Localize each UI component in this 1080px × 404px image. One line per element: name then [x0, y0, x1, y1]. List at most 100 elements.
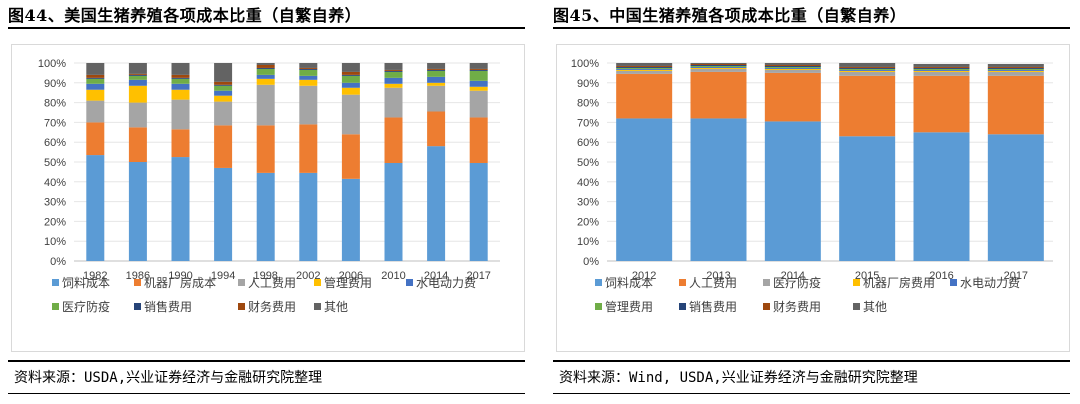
legend-swatch: [763, 279, 770, 286]
bar-segment: [86, 155, 105, 261]
bar-segment: [987, 66, 1044, 68]
bar-segment: [690, 65, 747, 67]
bar-segment: [128, 63, 147, 74]
figure-title: 图45、中国生猪养殖各项成本比重（自繁自养）: [553, 6, 907, 25]
bar-segment: [987, 71, 1044, 76]
x-tick-label: 2006: [339, 270, 363, 282]
bar-segment: [690, 118, 747, 261]
y-tick-label: 10%: [44, 236, 66, 248]
legend-label: 销售费用: [689, 299, 737, 314]
bar-segment: [764, 68, 821, 70]
legend-swatch: [314, 303, 321, 310]
bar-segment: [913, 68, 970, 70]
bar-segment: [341, 178, 360, 261]
stacked-bar-chart-us: 0% 10% 20% 30% 40% 50% 60% 70% 80% 90% 100% 1982 198…: [38, 58, 500, 314]
bar-segment: [616, 63, 673, 66]
y-tick-label: 50%: [577, 157, 599, 169]
bar-segment: [341, 134, 360, 179]
bar-segment: [299, 75, 318, 80]
legend-label: 人工费用: [689, 276, 737, 290]
legend-swatch: [52, 303, 59, 310]
bar-segment: [214, 85, 233, 91]
legend-label: 机器厂房费用: [863, 275, 935, 290]
bar-segment: [987, 75, 1044, 135]
bar-segment: [341, 87, 360, 95]
bar-segment: [913, 69, 970, 71]
bar-segment: [214, 125, 233, 168]
y-tick-label: 60%: [577, 137, 599, 149]
legend-label: 其他: [324, 300, 348, 314]
bar-segment: [690, 64, 747, 66]
bar-segment: [469, 69, 488, 71]
bar-segment: [86, 74, 105, 78]
bar-segment: [214, 167, 233, 261]
x-tick-label: 1994: [211, 270, 235, 282]
y-tick-label: 20%: [44, 216, 66, 228]
bar-segment: [384, 87, 403, 118]
x-tick-label: 2016: [929, 270, 953, 282]
legend-label: 水电动力费: [960, 276, 1020, 290]
footer-rule: [553, 393, 1070, 394]
bar-segment: [913, 70, 970, 72]
bar-segment: [690, 66, 747, 68]
y-tick-label: 0%: [50, 256, 66, 268]
bar-segment: [913, 63, 970, 67]
x-tick-label: 2017: [1004, 270, 1028, 282]
legend-swatch: [134, 279, 141, 286]
chart-frame: 0% 10% 20% 30% 40% 50% 60% 70% 80% 90% 100% 1982 198…: [11, 44, 525, 352]
x-tick-label: 1982: [83, 270, 107, 282]
bar-segment: [764, 64, 821, 66]
bar-segment: [427, 146, 446, 261]
legend-swatch: [314, 279, 321, 286]
bar-segment: [384, 69, 403, 71]
x-tick-label: 1998: [253, 270, 277, 282]
bar-segment: [427, 111, 446, 147]
bar-segment: [171, 77, 190, 79]
bar-segment: [987, 69, 1044, 71]
bar-segment: [341, 74, 360, 76]
bar-segment: [128, 162, 147, 261]
y-tick-label: 30%: [577, 197, 599, 209]
bar-segment: [913, 75, 970, 133]
y-tick-label: 60%: [44, 137, 66, 149]
bar-segment: [299, 68, 318, 70]
y-tick-label: 40%: [577, 177, 599, 189]
bar-segment: [86, 78, 105, 84]
bar-segment: [171, 129, 190, 158]
bar-segment: [384, 70, 403, 72]
x-tick-label: 2013: [706, 270, 730, 282]
legend-swatch: [679, 279, 686, 286]
stacked-bar-chart-cn: 0% 10% 20% 30% 40% 50% 60% 70% 80% 90% 100% 2012 201…: [571, 58, 1053, 314]
footer-rule: [8, 393, 525, 394]
bar-segment: [214, 81, 233, 85]
bar-segment: [690, 63, 747, 64]
bar-segment: [469, 68, 488, 70]
legend-swatch: [679, 303, 686, 310]
bar-segment: [690, 63, 747, 65]
legend-label: 水电动力费: [416, 276, 476, 290]
bar-segment: [171, 99, 190, 130]
legend-label: 销售费用: [144, 299, 192, 314]
bar-segment: [913, 66, 970, 68]
bar-segment: [256, 172, 275, 261]
source-note: 资料来源：Wind, USDA,兴业证券经济与金融研究院整理: [559, 370, 918, 386]
y-tick-label: 100%: [571, 58, 599, 70]
bar-segment: [171, 78, 190, 84]
y-tick-label: 70%: [44, 117, 66, 129]
bar-segment: [764, 63, 821, 65]
bar-segment: [469, 63, 488, 69]
bar-segment: [469, 80, 488, 87]
bar-segment: [86, 89, 105, 101]
bar-segment: [839, 136, 896, 261]
bar-segment: [128, 102, 147, 128]
bar-segment: [913, 71, 970, 76]
bar-segment: [913, 132, 970, 261]
y-tick-label: 80%: [577, 98, 599, 110]
bar-segment: [839, 69, 896, 71]
bar-segment: [764, 65, 821, 67]
bar-segment: [427, 76, 446, 83]
bar-segment: [128, 75, 147, 80]
bar-segment: [764, 66, 821, 68]
bar-segment: [299, 172, 318, 261]
bar-segment: [299, 85, 318, 125]
